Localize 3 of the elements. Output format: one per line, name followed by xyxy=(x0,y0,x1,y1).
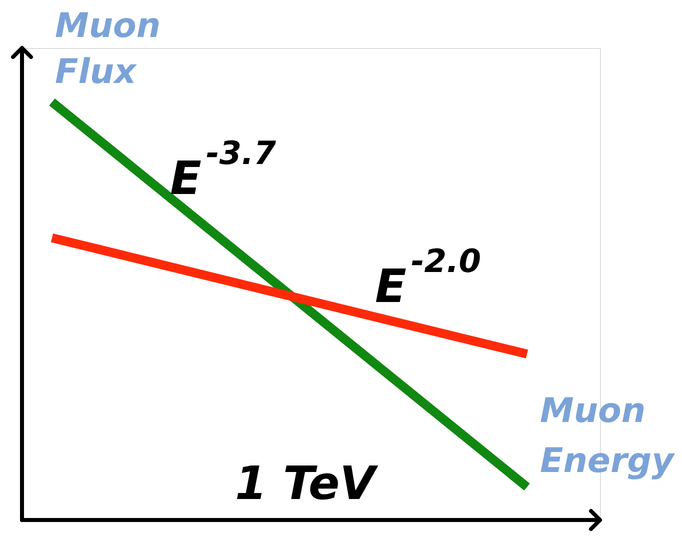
y-axis-title: Muon Flux xyxy=(55,6,161,92)
x-axis-title: Muon Energy xyxy=(540,391,676,481)
annotation: 1 TeV xyxy=(235,456,379,510)
